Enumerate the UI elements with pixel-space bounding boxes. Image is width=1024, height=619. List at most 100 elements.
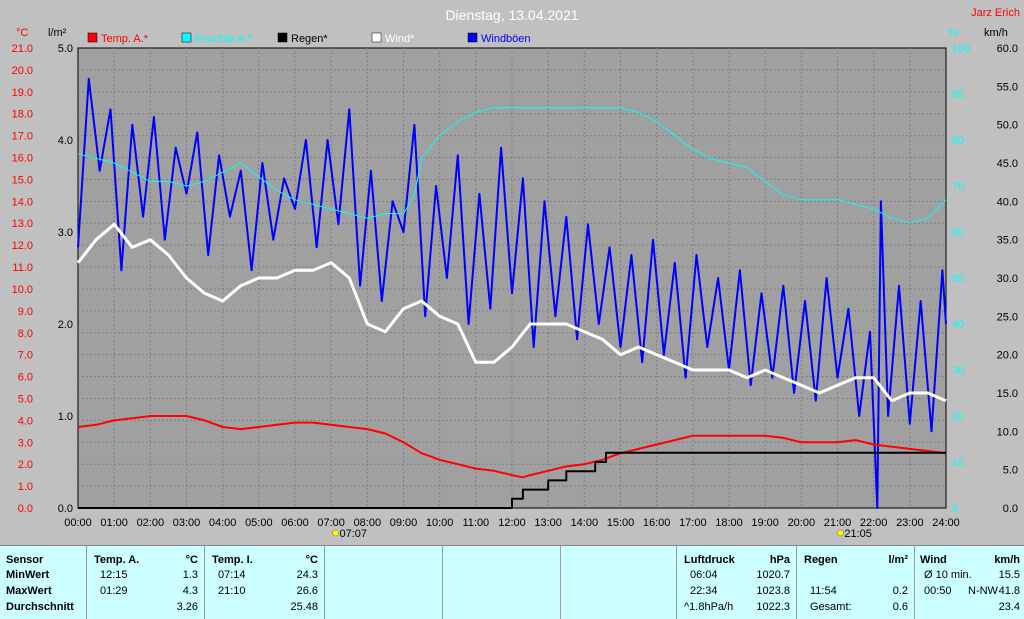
- temp-tick-label: 9.0: [18, 306, 33, 318]
- pressure-min-time: 06:04: [690, 569, 718, 581]
- max-row-label: MaxWert: [6, 585, 52, 597]
- x-tick-label: 06:00: [281, 517, 309, 529]
- tempi-max-value: 26.6: [296, 585, 318, 597]
- pressure-trend: ^1.8hPa/h: [684, 601, 734, 613]
- tempa-min-value: 1.3: [182, 569, 198, 581]
- humidity-tick-label: 40: [952, 319, 964, 331]
- stats-col-empty-2: [442, 546, 561, 619]
- wind-max-value: 41.8: [998, 585, 1020, 597]
- x-tick-label: 12:00: [498, 517, 526, 529]
- x-tick-label: 02:00: [137, 517, 165, 529]
- tempa-max-value: 4.3: [182, 585, 198, 597]
- humidity-tick-label: 20: [952, 411, 964, 423]
- pressure-max-time: 22:34: [690, 585, 718, 597]
- tempa-header: Temp. A.: [94, 554, 140, 566]
- temp-tick-label: 20.0: [12, 65, 33, 77]
- tempa-avg-value: 3.26: [176, 601, 198, 613]
- wind-tick-label: 15.0: [997, 388, 1018, 400]
- temp-tick-label: 13.0: [12, 218, 33, 230]
- wind-tick-label: 60.0: [997, 43, 1018, 55]
- stats-col-rain: Regen l/m² 11:54 0.2 Gesamt: 0.6: [796, 546, 915, 619]
- stats-col-sensor: Sensor MinWert MaxWert Durchschnitt: [0, 546, 87, 619]
- chart-title: Dienstag, 13.04.2021: [445, 7, 578, 23]
- temp-tick-label: 7.0: [18, 350, 33, 362]
- wind-avg10-value: 15.5: [998, 569, 1020, 581]
- rain-tick-label: 0.0: [58, 503, 73, 515]
- legend-swatch: [371, 32, 382, 43]
- tempi-min-value: 24.3: [296, 569, 318, 581]
- stats-col-empty-1: [324, 546, 443, 619]
- wind-avg10-label: Ø 10 min.: [924, 569, 972, 581]
- stats-col-empty-3: [560, 546, 677, 619]
- weather-chart: 0.0 1.0 2.0 3.0 4.0 5.0 6.0 7.0 8.0 9.0 10.0 11.0 12…: [12, 7, 1020, 540]
- tempi-avg-value: 25.48: [290, 601, 318, 613]
- rain-tick-label: 5.0: [58, 43, 73, 55]
- humidity-tick-label: 80: [952, 135, 964, 147]
- series-feuchte-a-line: [77, 107, 947, 224]
- avg-row-label: Durchschnitt: [6, 601, 74, 613]
- humidity-tick-label: 50: [952, 273, 964, 285]
- sun-markers: 07:07 21:05: [332, 528, 872, 540]
- temp-tick-label: 11.0: [12, 262, 33, 274]
- wind-tick-label: 50.0: [997, 120, 1018, 132]
- x-tick-label: 21:00: [824, 517, 852, 529]
- sensor-header: Sensor: [6, 554, 44, 566]
- temp-unit-label: °C: [16, 27, 28, 39]
- humidity-tick-label: 30: [952, 365, 964, 377]
- legend-swatch: [181, 32, 192, 43]
- statistics-table: Sensor MinWert MaxWert Durchschnitt Temp…: [0, 545, 1024, 619]
- humidity-tick-label: 90: [952, 89, 964, 101]
- rain-unit: l/m²: [888, 554, 908, 566]
- tempi-max-time: 21:10: [218, 585, 246, 597]
- legend-label: Feuchte A.*: [195, 33, 253, 45]
- pressure-unit: hPa: [769, 554, 790, 566]
- x-tick-label: 10:00: [426, 517, 454, 529]
- wind-tick-label: 40.0: [997, 196, 1018, 208]
- temp-tick-label: 19.0: [12, 87, 33, 99]
- x-tick-label: 03:00: [173, 517, 201, 529]
- wind-tick-label: 0.0: [1003, 503, 1018, 515]
- wind-tick-label: 25.0: [997, 311, 1018, 323]
- legend-label: Wind*: [385, 33, 415, 45]
- temp-tick-label: 4.0: [18, 415, 33, 427]
- rain-tick-label: 2.0: [58, 319, 73, 331]
- x-tick-label: 15:00: [607, 517, 635, 529]
- temp-tick-label: 21.0: [12, 43, 33, 55]
- temp-tick-label: 16.0: [12, 153, 33, 165]
- humidity-tick-label: 100: [952, 43, 970, 55]
- temp-tick-label: 18.0: [12, 109, 33, 121]
- grid: [78, 48, 946, 508]
- tempa-min-time: 12:15: [100, 569, 128, 581]
- pressure-max-value: 1023.8: [756, 585, 790, 597]
- wind-max-direction: N-NW: [968, 585, 998, 597]
- x-tick-label: 16:00: [643, 517, 671, 529]
- temp-tick-label: 10.0: [12, 284, 33, 296]
- sun-icon: [837, 529, 844, 537]
- wind-tick-label: 30.0: [997, 273, 1018, 285]
- wind-tick-label: 55.0: [997, 81, 1018, 93]
- wind-header: Wind: [920, 554, 947, 566]
- x-tick-label: 05:00: [245, 517, 273, 529]
- wind-unit: km/h: [994, 554, 1020, 566]
- rain-unit-label: l/m²: [48, 27, 67, 39]
- temp-tick-label: 12.0: [12, 240, 33, 252]
- x-tick-label: 20:00: [788, 517, 816, 529]
- temp-tick-label: 6.0: [18, 372, 33, 384]
- x-tick-label: 22:00: [860, 517, 888, 529]
- tempa-unit: °C: [185, 554, 198, 566]
- min-row-label: MinWert: [6, 569, 50, 581]
- temp-tick-label: 3.0: [18, 437, 33, 449]
- pressure-header: Luftdruck: [684, 554, 735, 566]
- humidity-tick-label: 70: [952, 181, 964, 193]
- x-tick-label: 04:00: [209, 517, 237, 529]
- rain-max-value: 0.2: [892, 585, 908, 597]
- series-windb-enline: [77, 77, 947, 509]
- temp-tick-label: 17.0: [12, 131, 33, 143]
- wind-tick-label: 20.0: [997, 350, 1018, 362]
- humidity-tick-label: 10: [952, 457, 964, 469]
- sun-icon: [332, 529, 339, 537]
- legend-swatch: [277, 32, 288, 43]
- legend-swatch: [467, 32, 478, 43]
- wind-tick-label: 10.0: [997, 426, 1018, 438]
- temp-tick-label: 14.0: [12, 196, 33, 208]
